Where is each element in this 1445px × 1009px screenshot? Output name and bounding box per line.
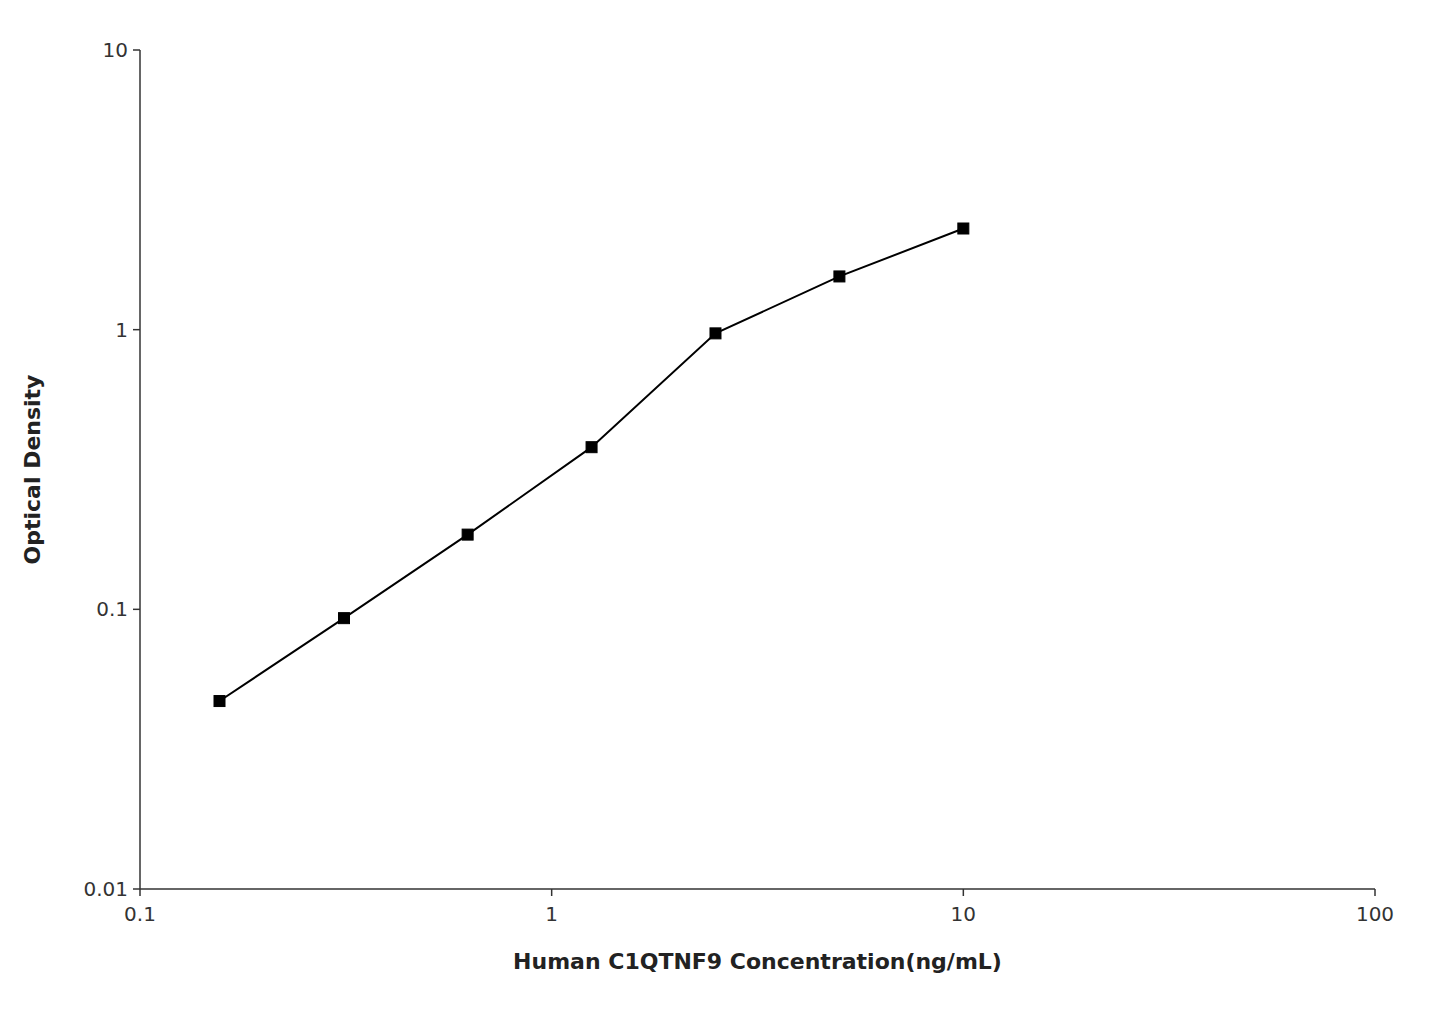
x-tick-label: 100 <box>1356 902 1394 926</box>
data-point <box>958 223 969 234</box>
y-tick <box>133 49 140 51</box>
y-tick-label: 10 <box>103 38 128 62</box>
x-tick-label: 10 <box>951 902 976 926</box>
y-tick <box>133 609 140 611</box>
data-line <box>220 229 964 702</box>
y-axis-label: Optical Density <box>20 375 45 565</box>
x-tick <box>963 889 965 896</box>
y-tick-label: 0.01 <box>83 877 128 901</box>
plot-area <box>214 223 969 707</box>
data-point <box>710 328 721 339</box>
x-tick <box>1374 889 1376 896</box>
chart-container: 0.11101000.010.1110Human C1QTNF9 Concent… <box>0 0 1445 1009</box>
x-tick-label: 0.1 <box>124 902 156 926</box>
data-point <box>462 529 473 540</box>
x-axis-line <box>140 888 1375 890</box>
data-point <box>834 271 845 282</box>
y-tick <box>133 888 140 890</box>
y-tick <box>133 329 140 331</box>
x-tick-label: 1 <box>545 902 558 926</box>
x-tick <box>139 889 141 896</box>
x-axis-label: Human C1QTNF9 Concentration(ng/mL) <box>513 949 1002 974</box>
x-tick <box>551 889 553 896</box>
chart-svg: 0.11101000.010.1110Human C1QTNF9 Concent… <box>0 0 1445 1009</box>
y-tick-label: 0.1 <box>96 597 128 621</box>
y-axis-line <box>139 50 141 889</box>
data-point <box>214 696 225 707</box>
y-tick-label: 1 <box>115 318 128 342</box>
data-point <box>338 613 349 624</box>
data-point <box>586 442 597 453</box>
axes: 0.11101000.010.1110 <box>83 38 1394 926</box>
